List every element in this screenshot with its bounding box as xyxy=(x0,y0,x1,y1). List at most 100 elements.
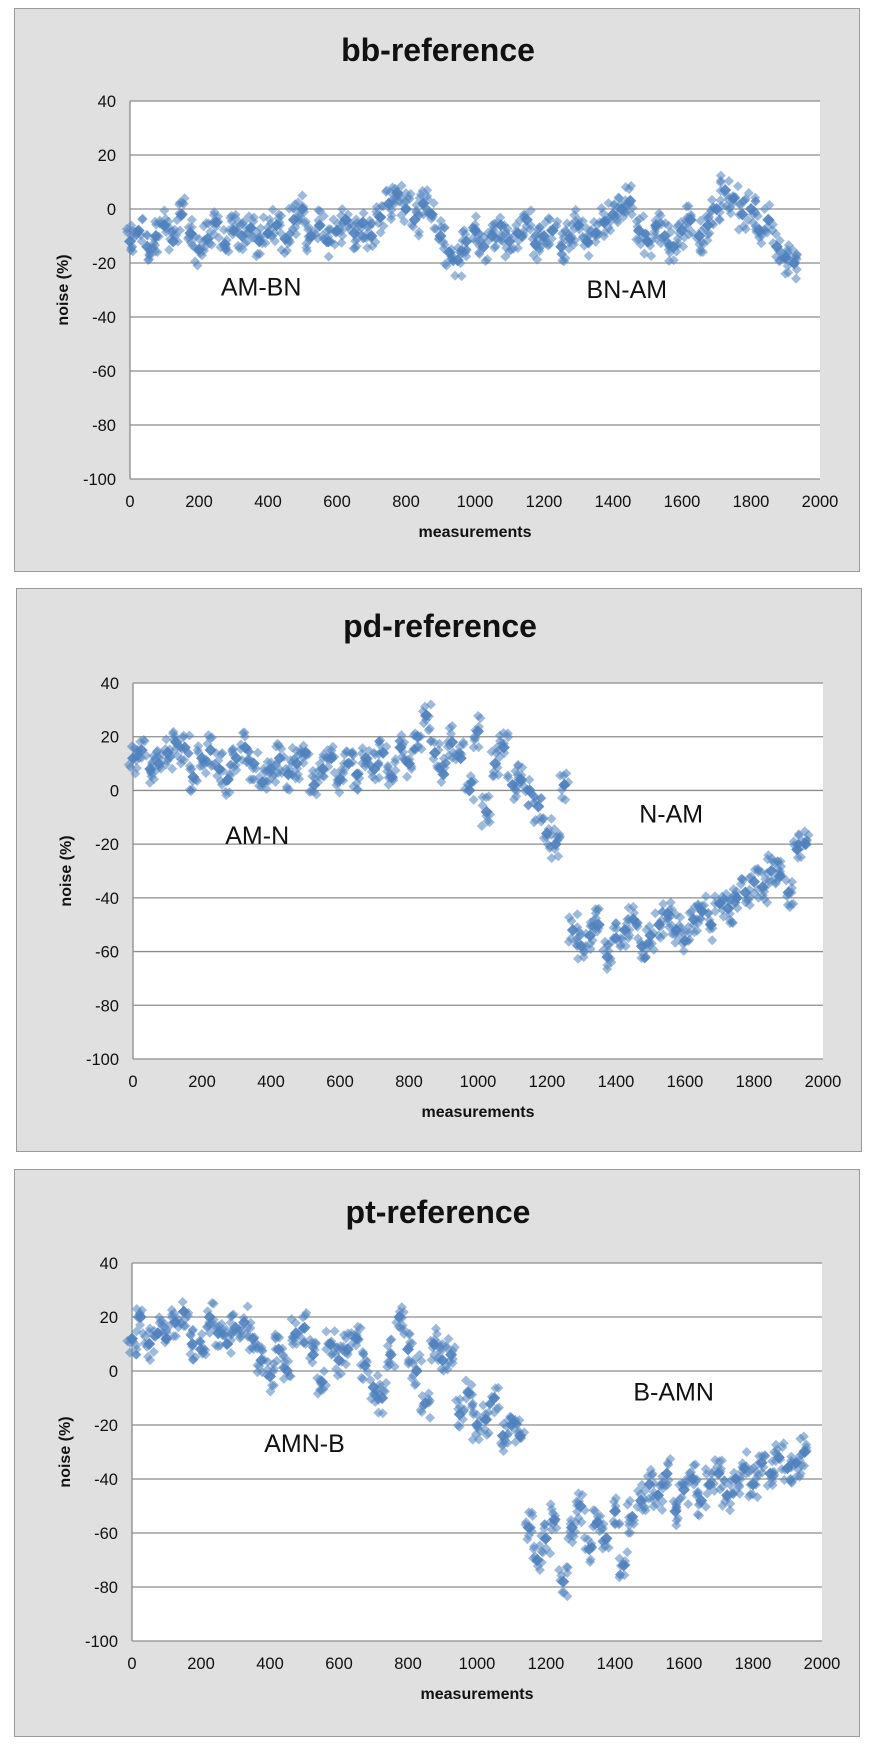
scatter-point-cloud xyxy=(783,267,794,278)
scatter-point-cloud xyxy=(168,726,179,737)
scatter-point-cloud xyxy=(386,1334,397,1345)
y-tick-label: -20 xyxy=(95,836,119,854)
scatter-point-cloud xyxy=(363,1367,374,1378)
scatter-point-cloud xyxy=(146,771,157,782)
scatter-point-cloud xyxy=(583,250,594,261)
scatter-point-cloud xyxy=(554,831,565,842)
scatter-point-cloud xyxy=(264,214,275,225)
scatter-point-cloud xyxy=(572,1506,583,1517)
scatter-point-cloud xyxy=(493,1382,504,1393)
scatter-point-cloud xyxy=(644,921,655,932)
data-point xyxy=(660,1467,673,1480)
x-tick-label: 400 xyxy=(254,493,282,511)
scatter-point-cloud xyxy=(383,762,394,773)
data-point xyxy=(514,1429,527,1442)
scatter-point-cloud xyxy=(444,723,455,734)
scatter-point-cloud xyxy=(231,765,242,776)
scatter-point-cloud xyxy=(331,1363,342,1374)
scatter-point-cloud xyxy=(471,1429,482,1440)
data-point xyxy=(425,208,438,221)
scatter-point-cloud xyxy=(223,246,234,257)
scatter-point-cloud xyxy=(236,1325,247,1336)
data-point xyxy=(339,213,352,226)
scatter-point-cloud xyxy=(453,1403,464,1414)
scatter-point-cloud xyxy=(770,878,781,889)
scatter-point-cloud xyxy=(498,1418,509,1429)
chart-title: pd-reference xyxy=(343,608,537,644)
data-point xyxy=(384,1348,397,1361)
scatter-point-cloud xyxy=(483,791,494,802)
scatter-point-cloud xyxy=(637,1505,648,1516)
data-point xyxy=(770,240,783,253)
scatter-point-cloud xyxy=(795,1468,806,1479)
scatter-point-cloud xyxy=(503,731,514,742)
scatter-point-cloud xyxy=(159,205,170,216)
data-point xyxy=(132,224,145,237)
scatter-point-cloud xyxy=(534,1565,545,1576)
scatter-point-cloud xyxy=(545,1548,556,1559)
scatter-point-cloud xyxy=(149,774,160,785)
scatter-point-cloud xyxy=(202,738,213,749)
scatter-point-cloud xyxy=(734,1481,745,1492)
scatter-point-cloud xyxy=(175,758,186,769)
scatter-point-cloud xyxy=(364,221,375,232)
data-point xyxy=(634,1494,647,1507)
scatter-point-cloud xyxy=(337,230,348,241)
scatter-point-cloud xyxy=(265,1386,276,1397)
scatter-point-cloud xyxy=(406,1373,417,1384)
data-point xyxy=(437,768,450,781)
data-point xyxy=(555,240,568,253)
y-tick-label: -40 xyxy=(95,890,119,908)
scatter-point-cloud xyxy=(288,203,299,214)
scatter-point-cloud xyxy=(242,1301,253,1312)
data-point xyxy=(134,1311,147,1323)
scatter-point-cloud xyxy=(522,1534,533,1545)
scatter-point-cloud xyxy=(252,747,263,758)
scatter-point-cloud xyxy=(131,1326,142,1337)
scatter-point-cloud xyxy=(393,1321,404,1332)
scatter-point-cloud xyxy=(657,1505,668,1516)
scatter-point-cloud xyxy=(211,747,222,758)
scatter-point-cloud xyxy=(623,1527,634,1538)
scatter-point-cloud xyxy=(700,891,711,902)
scatter-point-cloud xyxy=(487,771,498,782)
data-point xyxy=(126,1332,138,1345)
y-tick-label: -100 xyxy=(85,1633,118,1651)
data-point xyxy=(167,235,180,248)
scatter-point-cloud xyxy=(670,909,681,920)
scatter-point-cloud xyxy=(791,273,802,284)
x-tick-label: 2000 xyxy=(805,1073,842,1091)
scatter-point-cloud xyxy=(217,1330,228,1341)
scatter-point-cloud xyxy=(791,264,802,275)
scatter-point-cloud xyxy=(729,1486,740,1497)
panel-pt-reference: pt-reference 40 20 0 -20 -40 -60 -80 -100 0 200 400… xyxy=(14,1169,860,1737)
x-tick-label: 200 xyxy=(185,493,213,511)
scatter-point-cloud xyxy=(510,1436,521,1447)
scatter-point-cloud xyxy=(563,936,574,947)
data-point xyxy=(609,1505,621,1518)
annotation-label: AM-N xyxy=(225,822,289,850)
data-point xyxy=(589,227,602,240)
scatter-point-cloud xyxy=(244,746,255,757)
scatter-point-cloud xyxy=(436,1364,447,1375)
scatter-point-cloud xyxy=(689,927,700,938)
scatter-point-cloud xyxy=(573,1488,584,1499)
data-point xyxy=(296,203,309,215)
scatter-point-cloud xyxy=(511,220,522,231)
scatter-point-cloud xyxy=(542,240,553,251)
data-point xyxy=(270,219,283,232)
scatter-point-cloud xyxy=(358,1374,369,1385)
scatter-point-cloud xyxy=(423,1388,434,1399)
scatter-point-cloud xyxy=(435,1341,446,1352)
scatter-point-cloud xyxy=(312,233,323,244)
scatter-point-cloud xyxy=(339,749,350,760)
data-point xyxy=(480,805,493,818)
data-point xyxy=(471,1419,483,1431)
data-point xyxy=(686,1473,699,1485)
scatter-point-cloud xyxy=(207,732,218,743)
series-points xyxy=(121,170,802,284)
data-point xyxy=(557,1575,570,1588)
scatter-point-cloud xyxy=(740,224,751,235)
data-point xyxy=(644,929,657,942)
